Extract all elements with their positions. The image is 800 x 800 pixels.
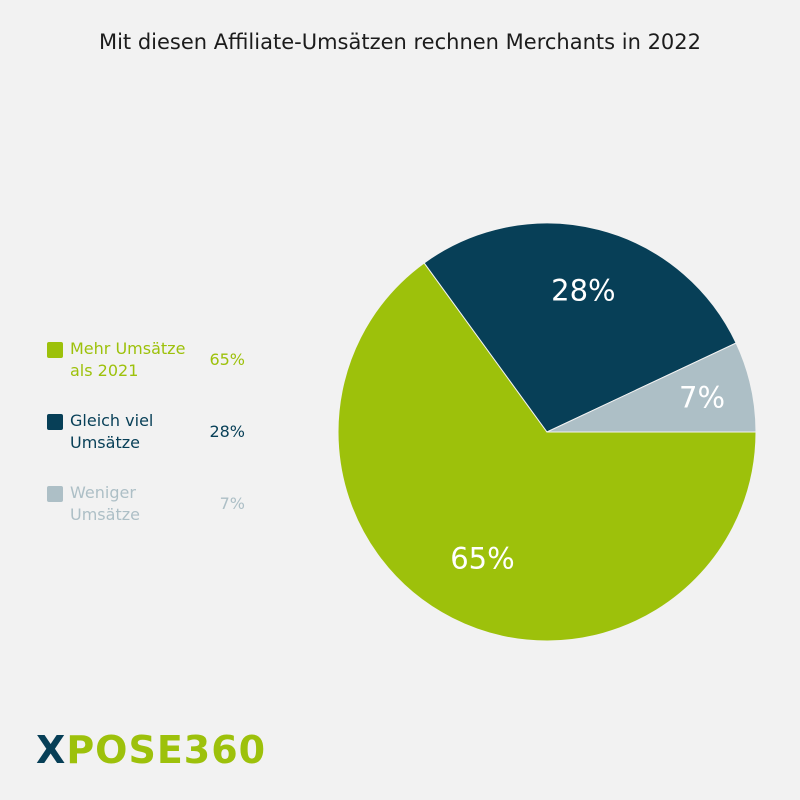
legend-label-gleich-line1: Gleich viel [70,411,154,430]
pie-slice-weniger [546,342,757,433]
pie-label-mehr: 65% [450,542,514,576]
legend-label-mehr-line2: als 2021 [70,361,139,380]
legend-item-weniger: Weniger Umsätze 7% [47,482,247,554]
legend-label-gleich: Gleich viel Umsätze [70,410,210,454]
chart-title: Mit diesen Affiliate-Umsätzen rechnen Me… [98,30,702,54]
logo-x: X [36,728,67,772]
legend-label-mehr-line1: Mehr Umsätze [70,339,186,358]
chart-legend: Mehr Umsätze als 2021 65% Gleich viel Um… [47,338,247,554]
pie-slice-gleich [423,222,737,433]
legend-label-weniger-line2: Umsätze [70,505,140,524]
pie-label-weniger: 7% [679,380,725,414]
legend-label-weniger: Weniger Umsätze [70,482,210,526]
pie-label-gleich: 28% [551,273,615,307]
legend-value-mehr: 65% [209,350,245,369]
logo-rest: POSE360 [66,728,267,772]
legend-label-weniger-line1: Weniger [70,483,136,502]
legend-swatch-mehr [47,342,63,358]
legend-swatch-weniger [47,486,63,502]
legend-label-mehr: Mehr Umsätze als 2021 [70,338,210,382]
legend-swatch-gleich [47,414,63,430]
pie-slice-mehr [337,262,757,642]
legend-value-weniger: 7% [219,494,245,513]
legend-label-gleich-line2: Umsätze [70,433,140,452]
legend-item-mehr: Mehr Umsätze als 2021 65% [47,338,247,410]
legend-item-gleich: Gleich viel Umsätze 28% [47,410,247,482]
legend-value-gleich: 28% [209,422,245,441]
xpose360-logo: XPOSE360 [36,726,266,774]
